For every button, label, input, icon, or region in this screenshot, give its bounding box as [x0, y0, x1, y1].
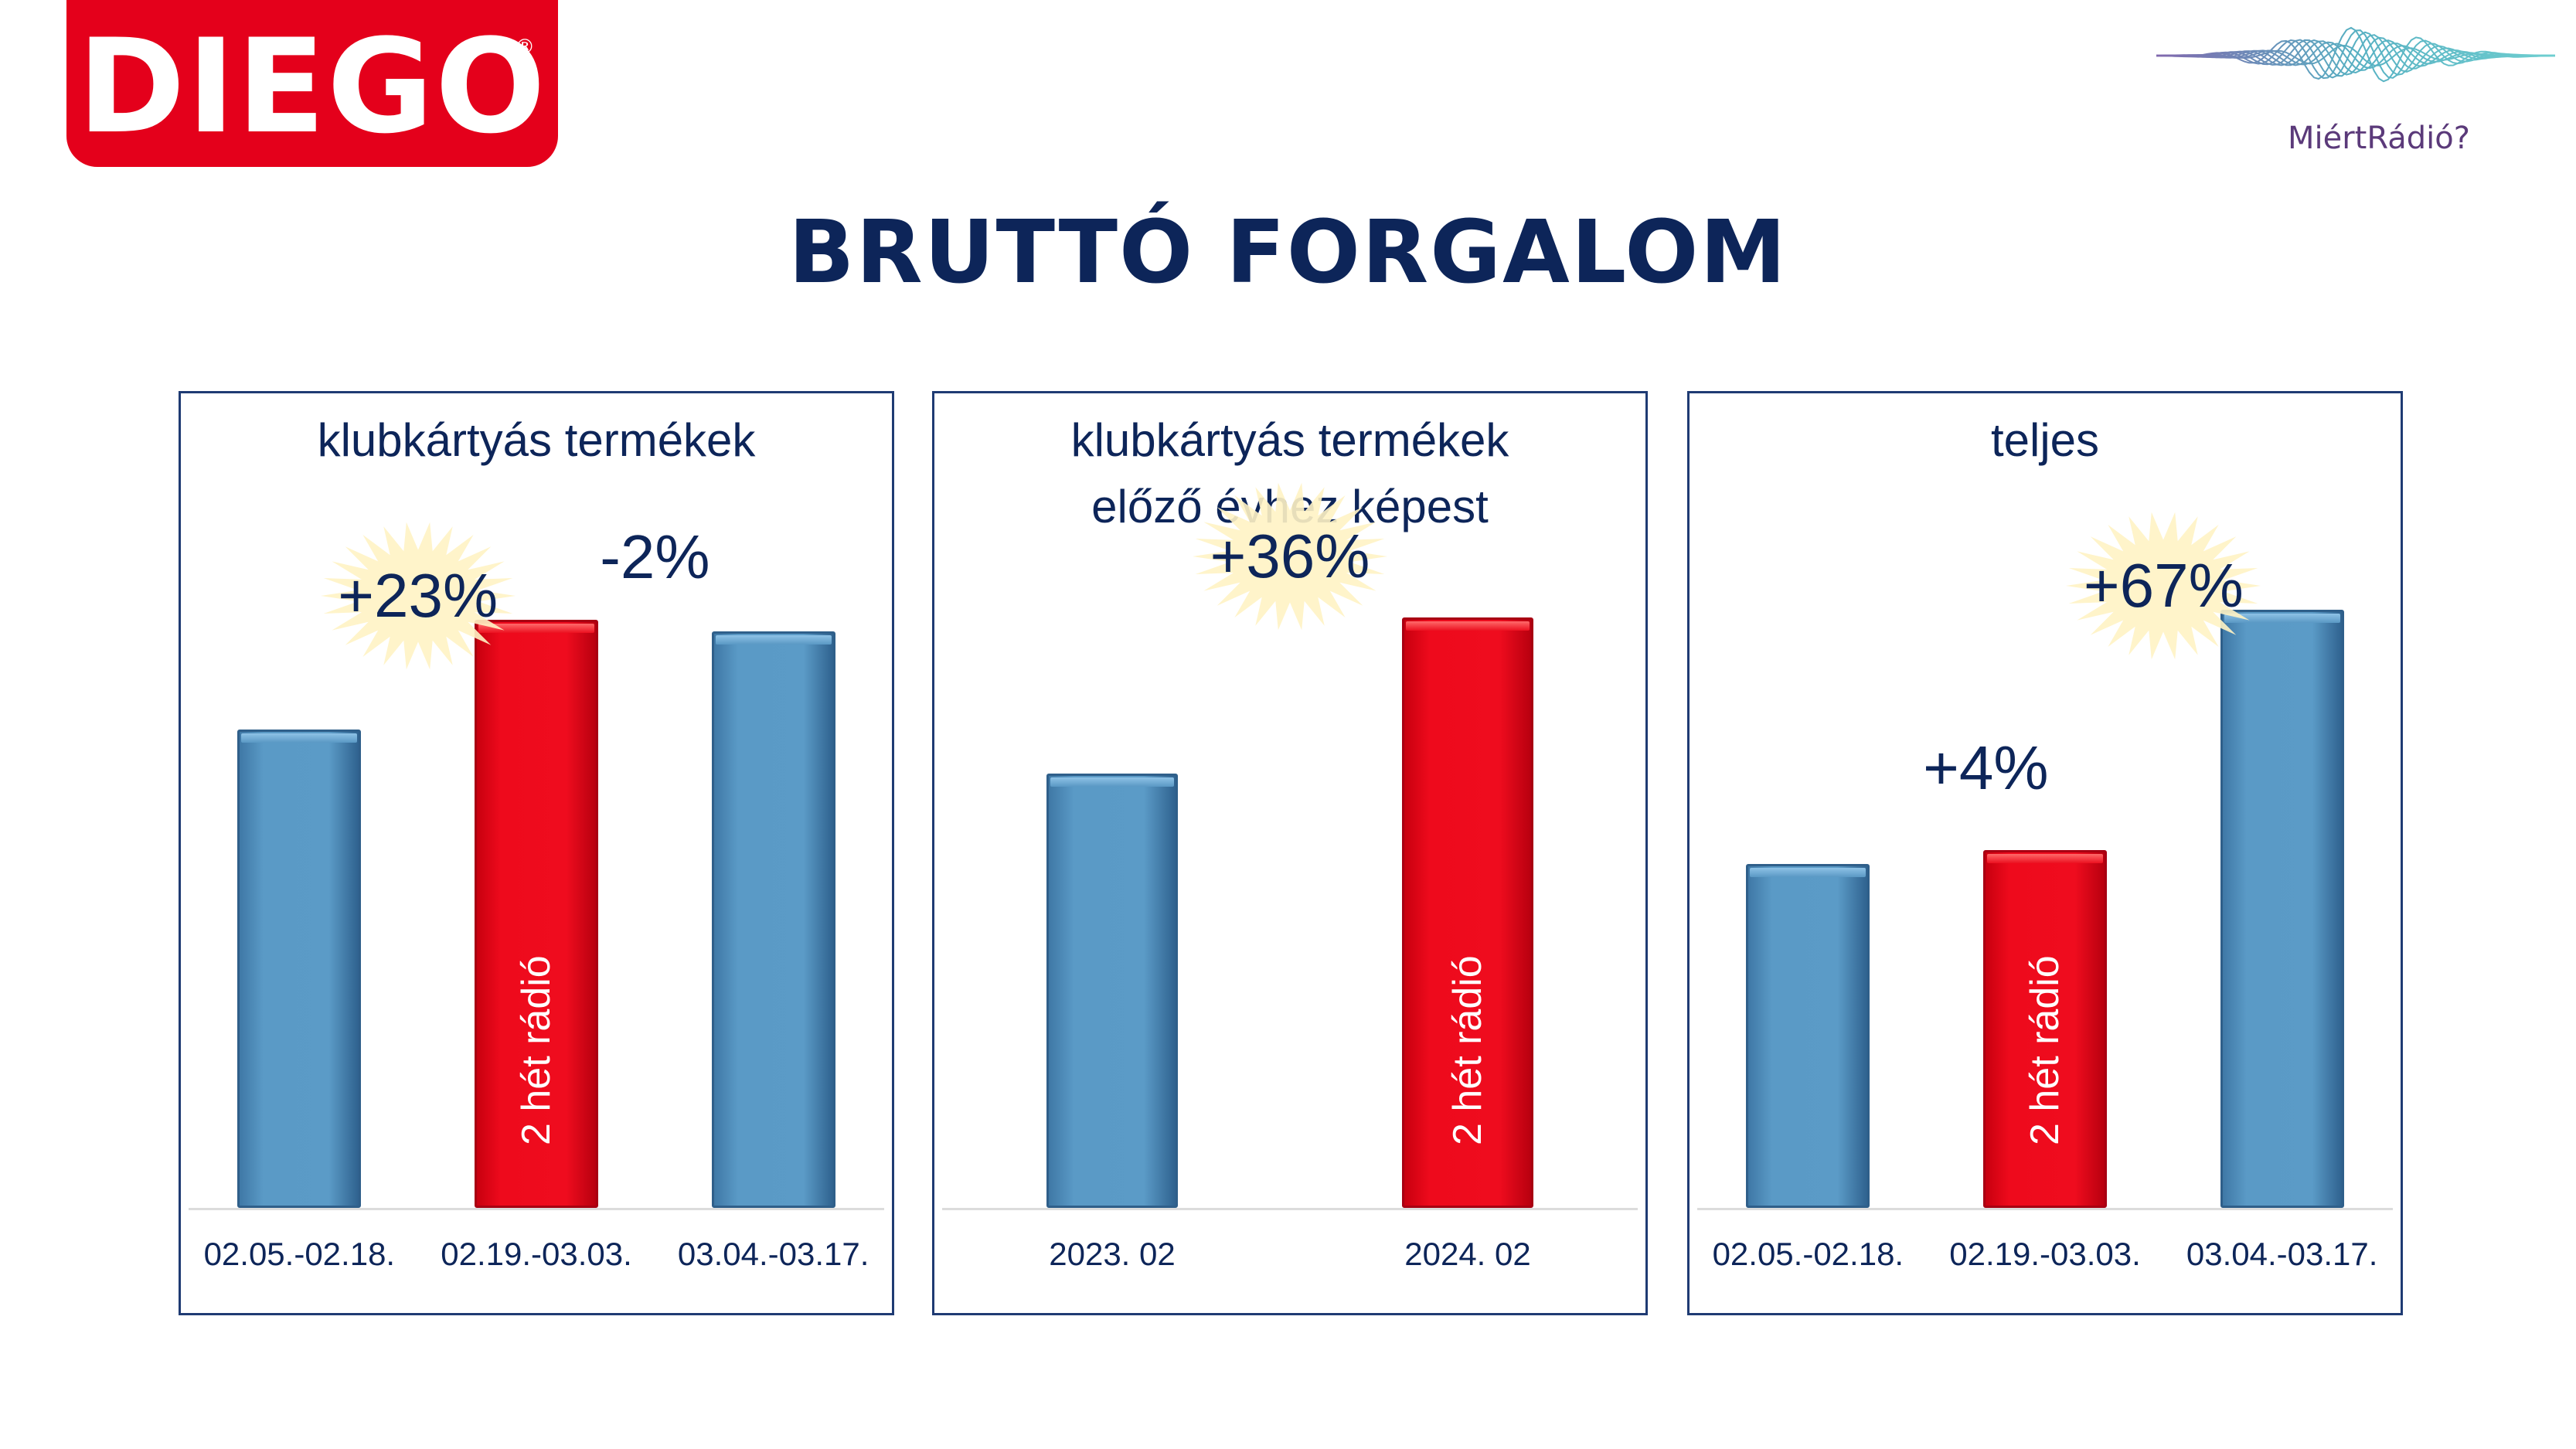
diego-logo: DIEGO ®: [66, 0, 558, 167]
x-tick-label: 2023. 02: [1049, 1236, 1176, 1272]
bar: [237, 730, 362, 1208]
x-tick-label: 02.05.-02.18.: [203, 1236, 396, 1272]
x-tick-label: 02.19.-03.03.: [441, 1236, 632, 1272]
highlight-burst: [2066, 512, 2261, 660]
registered-mark: ®: [515, 36, 535, 59]
bar-label: 2 hét rádió: [1445, 955, 1490, 1145]
panel-title-line1: klubkártyás termékek: [1070, 414, 1509, 466]
x-axis-line: [1697, 1208, 2393, 1210]
bar-radio-period: 2 hét rádió: [1983, 850, 2107, 1208]
change-annotation: -2%: [600, 522, 710, 592]
page-title: BRUTTÓ FORGALOM: [788, 202, 1788, 303]
change-annotation: +23%: [338, 560, 499, 630]
x-tick-label: 03.04.-03.17.: [2186, 1236, 2378, 1272]
change-annotation: +67%: [2083, 550, 2244, 620]
panel-title: klubkártyás termékek: [317, 414, 756, 466]
sound-wave-icon: [2156, 26, 2556, 83]
bar: [1746, 864, 1870, 1208]
x-axis-line: [189, 1208, 884, 1210]
x-tick-label: 2024. 02: [1404, 1236, 1531, 1272]
miert-radio-logo: MiértRádió?: [2156, 8, 2558, 162]
panel-title: teljes: [1990, 414, 2100, 466]
x-axis-line: [942, 1208, 1638, 1210]
chart-panel-club-products: klubkártyás termékek 02.05.-02.18. 2 hét …: [179, 391, 894, 1315]
change-annotation: +36%: [1210, 522, 1370, 591]
bar-radio-period: 2 hét rádió: [475, 619, 598, 1208]
logo-text: DIEGO: [77, 11, 547, 162]
bar: [1046, 774, 1178, 1208]
chart-panel-total: teljes 02.05.-02.18. 2 hét rádió 02.19.-03…: [1687, 391, 2403, 1315]
highlight-burst: [1193, 482, 1387, 631]
x-tick-label: 02.19.-03.03.: [1949, 1236, 2141, 1272]
change-annotation: +4%: [1923, 733, 2049, 802]
x-tick-label: 03.04.-03.17.: [677, 1236, 869, 1272]
bar: [711, 631, 835, 1208]
bar-radio-period: 2 hét rádió: [1402, 617, 1533, 1208]
bar-label: 2 hét rádió: [514, 955, 559, 1145]
partner-name: MiértRádió?: [2288, 121, 2470, 156]
highlight-burst: [320, 522, 516, 670]
bar: [2220, 610, 2344, 1208]
bar-label: 2 hét rádió: [2023, 955, 2067, 1145]
chart-panel-year-over-year: klubkártyás termékek előző évhez képest …: [932, 391, 1648, 1315]
x-tick-label: 02.05.-02.18.: [1712, 1236, 1904, 1272]
